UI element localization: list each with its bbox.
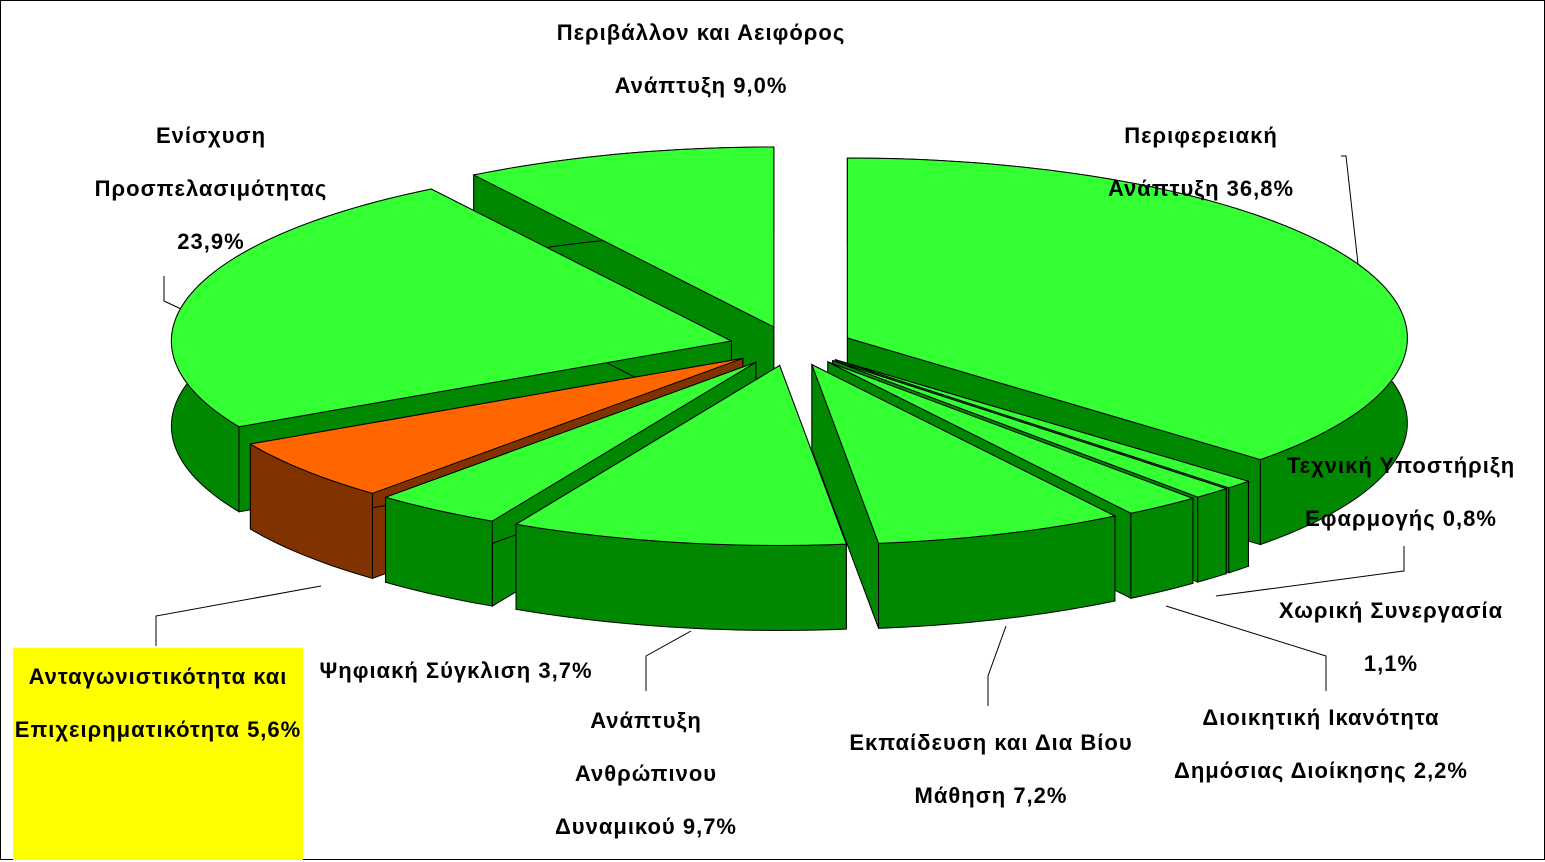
category-name: Περιφερειακή Ανάπτυξη: [1107, 123, 1278, 201]
slice-top: [383, 361, 757, 522]
category-name: Ανταγωνιστικότητα και Επιχειρηματικότητα: [14, 664, 288, 742]
slice-label: Διοικητική Ικανότητα Δημόσιας Διοίκησης …: [1161, 691, 1481, 797]
category-name: Χωρική Συνεργασία: [1278, 598, 1504, 623]
leader-line: [1341, 155, 1362, 292]
slice-top: [810, 363, 1117, 544]
value-label: 0,8%: [1442, 506, 1497, 531]
value-label: 36,8%: [1226, 176, 1295, 201]
slice-label: Ενίσχυση Προσπελασιμότητας 23,9%: [76, 109, 346, 268]
category-name: Εκπαίδευση και Δια Βίου Μάθηση: [849, 730, 1133, 808]
slice-top: [827, 361, 1195, 514]
slice-side: [1130, 497, 1194, 599]
slice-label: Ψηφιακή Σύγκλιση 3,7%: [316, 644, 596, 697]
category-name: Ενίσχυση Προσπελασιμότητας: [94, 123, 328, 201]
category-name: Ανάπτυξη Ανθρώπινου Δυναμικού: [554, 708, 718, 839]
slice: [514, 364, 848, 631]
value-label: 23,9%: [177, 229, 245, 254]
category-name: Ψηφιακή Σύγκλιση: [319, 658, 532, 683]
slice-top: [832, 360, 1228, 498]
leader-line: [1165, 605, 1327, 691]
value-label: 9,7%: [682, 814, 737, 839]
value-label: 9,0%: [733, 73, 788, 98]
slice-label: Τεχνική Υποστήριξη Εφαρμογής 0,8%: [1256, 439, 1545, 545]
slice-label: Ανάπτυξη Ανθρώπινου Δυναμικού 9,7%: [521, 694, 771, 853]
slice-top: [835, 359, 1251, 489]
leader-line: [155, 585, 322, 646]
value-label: 3,7%: [538, 658, 593, 683]
category-name: Διοικητική Ικανότητα Δημόσιας Διοίκησης: [1174, 705, 1440, 783]
category-name: Περιβάλλον και Αειφόρος Ανάπτυξη: [556, 20, 846, 98]
slice-label: Χωρική Συνεργασία 1,1%: [1251, 584, 1531, 690]
slice-label: Περιφερειακή Ανάπτυξη 36,8%: [1071, 109, 1331, 215]
leader-line: [1215, 546, 1405, 597]
slice-top: [846, 157, 1408, 461]
slice-side: [1197, 487, 1227, 583]
value-label: 1,1%: [1363, 651, 1419, 676]
value-label: 7,2%: [1013, 783, 1068, 808]
category-name: Τεχνική Υποστήριξη Εφαρμογής: [1286, 453, 1516, 531]
slice-top: [170, 188, 733, 428]
slice: [810, 363, 1117, 629]
value-label: 5,6%: [247, 717, 302, 742]
slice-top: [514, 364, 848, 546]
slice-side: [1228, 480, 1249, 574]
slice-label: Εκπαίδευση και Δια Βίου Μάθηση 7,2%: [841, 716, 1141, 822]
value-label: 2,2%: [1413, 758, 1468, 783]
slice-label: Περιβάλλον και Αειφόρος Ανάπτυξη 9,0%: [551, 6, 851, 112]
leader-line: [645, 630, 692, 691]
leader-line: [987, 625, 1007, 706]
slice-label: Ανταγωνιστικότητα και Επιχειρηματικότητα…: [13, 648, 303, 860]
slice-top: [248, 357, 743, 494]
slice-top: [472, 146, 775, 328]
